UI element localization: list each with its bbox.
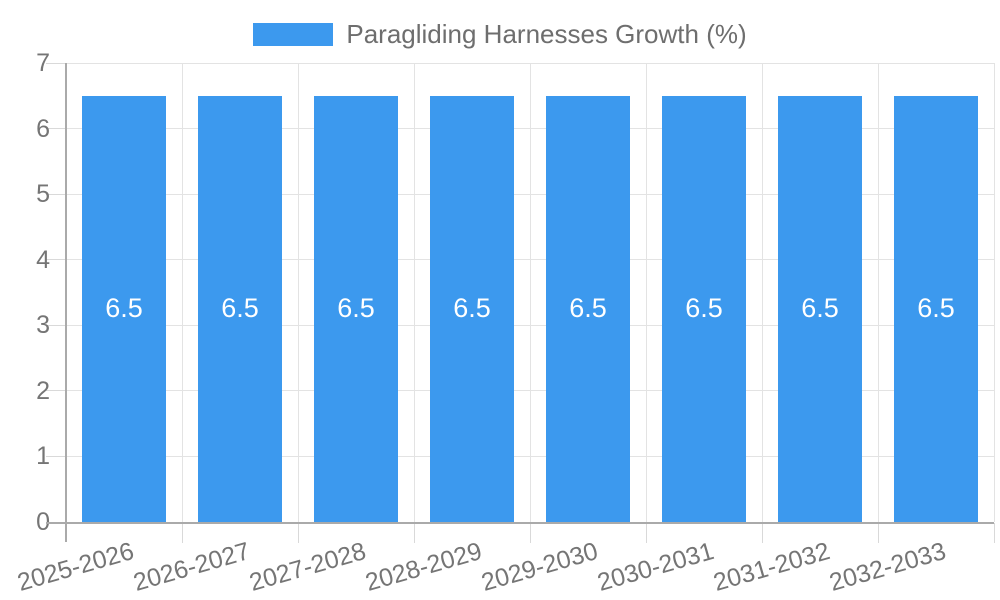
bar[interactable]: 6.5 bbox=[430, 95, 514, 522]
bar-value-label: 6.5 bbox=[337, 293, 375, 324]
y-tick-label: 1 bbox=[36, 442, 50, 471]
x-axis-tick bbox=[993, 523, 995, 543]
y-tick-label: 4 bbox=[36, 245, 50, 274]
x-tick-label: 2030-2031 bbox=[594, 537, 718, 597]
x-tick-label: 2029-2030 bbox=[478, 537, 602, 597]
x-axis-tick bbox=[297, 523, 299, 543]
y-axis-tick bbox=[46, 455, 66, 457]
y-axis-tick bbox=[46, 62, 66, 64]
y-tick-label: 7 bbox=[36, 49, 50, 77]
bar[interactable]: 6.5 bbox=[314, 95, 398, 522]
vertical-gridline bbox=[413, 63, 415, 522]
bar-value-label: 6.5 bbox=[801, 293, 839, 324]
bar[interactable]: 6.5 bbox=[778, 95, 862, 522]
x-tick-label: 2031-2032 bbox=[710, 537, 834, 597]
x-tick-label: 2026-2027 bbox=[130, 537, 254, 597]
vertical-gridline bbox=[529, 63, 531, 522]
y-tick-label: 5 bbox=[36, 180, 50, 209]
x-axis-tick bbox=[761, 523, 763, 543]
bar[interactable]: 6.5 bbox=[198, 95, 282, 522]
x-axis-tick bbox=[645, 523, 647, 543]
x-axis-tick bbox=[413, 523, 415, 543]
x-axis-tick bbox=[877, 523, 879, 543]
bar[interactable]: 6.5 bbox=[82, 95, 166, 522]
y-tick-label: 6 bbox=[36, 114, 50, 143]
bar[interactable]: 6.5 bbox=[894, 95, 978, 522]
vertical-gridline bbox=[297, 63, 299, 522]
x-axis-tick bbox=[181, 523, 183, 543]
bar-value-label: 6.5 bbox=[569, 293, 607, 324]
vertical-gridline bbox=[877, 63, 879, 522]
x-axis-line bbox=[46, 522, 994, 524]
vertical-gridline bbox=[761, 63, 763, 522]
bar-value-label: 6.5 bbox=[221, 293, 259, 324]
bar[interactable]: 6.5 bbox=[546, 95, 630, 522]
bar[interactable]: 6.5 bbox=[662, 95, 746, 522]
x-tick-label: 2027-2028 bbox=[246, 537, 370, 597]
y-axis-line bbox=[65, 63, 67, 542]
y-axis-tick bbox=[46, 324, 66, 326]
vertical-gridline bbox=[645, 63, 647, 522]
y-axis-tick bbox=[46, 193, 66, 195]
vertical-gridline bbox=[181, 63, 183, 522]
x-tick-label: 2028-2029 bbox=[362, 537, 486, 597]
bar-value-label: 6.5 bbox=[685, 293, 723, 324]
y-axis-tick bbox=[46, 128, 66, 130]
x-tick-label: 2025-2026 bbox=[14, 537, 138, 597]
y-tick-label: 2 bbox=[36, 376, 50, 405]
bar-value-label: 6.5 bbox=[453, 293, 491, 324]
vertical-gridline bbox=[993, 63, 995, 522]
legend-swatch[interactable] bbox=[253, 22, 334, 46]
y-axis-tick bbox=[46, 390, 66, 392]
x-tick-label: 2032-2033 bbox=[826, 537, 950, 597]
bar-value-label: 6.5 bbox=[917, 293, 955, 324]
y-tick-label: 0 bbox=[36, 508, 50, 536]
legend: Paragliding Harnesses Growth (%) bbox=[0, 20, 1000, 49]
y-tick-label: 3 bbox=[36, 311, 50, 340]
bar-value-label: 6.5 bbox=[105, 293, 143, 324]
x-axis-tick bbox=[529, 523, 531, 543]
y-axis-tick bbox=[46, 259, 66, 261]
legend-label[interactable]: Paragliding Harnesses Growth (%) bbox=[346, 19, 747, 49]
